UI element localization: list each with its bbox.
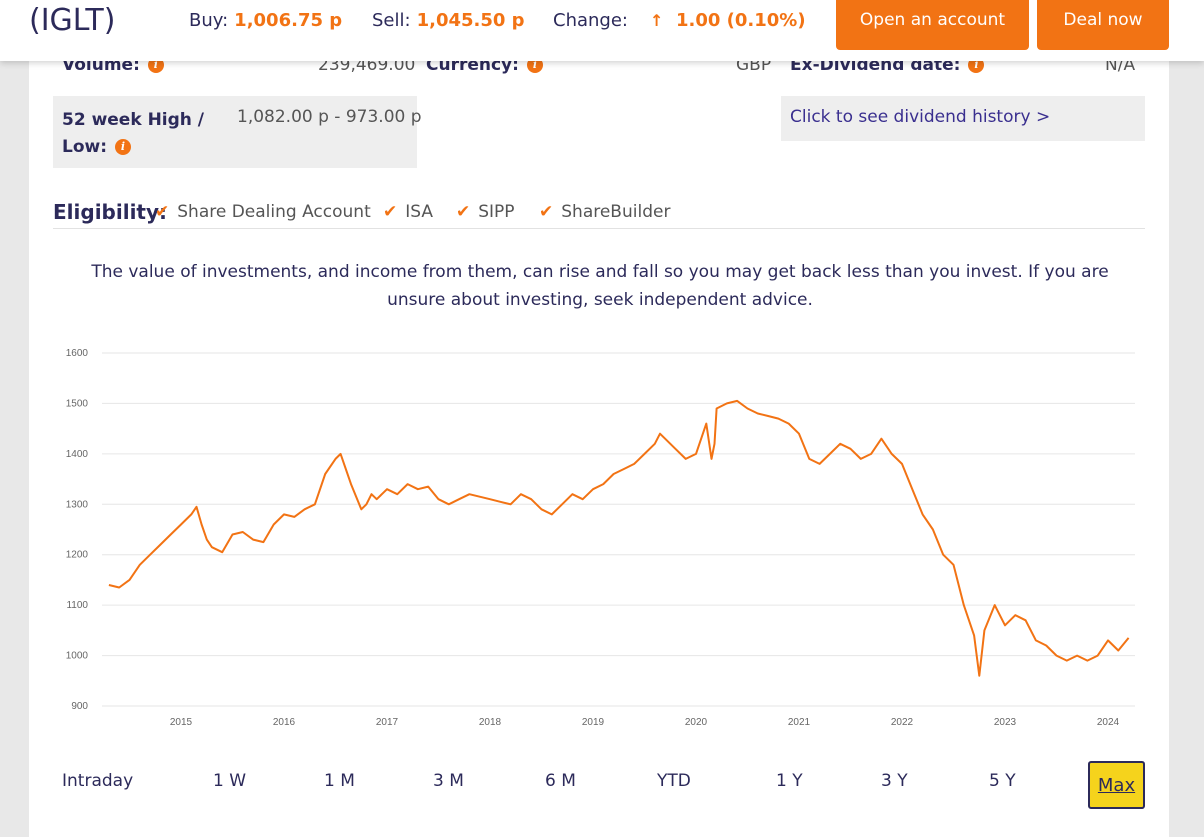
y-tick-label: 1500 bbox=[66, 398, 89, 409]
change: Change: ↑ 1.00 (0.10%) bbox=[553, 10, 806, 31]
x-tick-label: 2022 bbox=[891, 717, 914, 728]
y-tick-label: 1100 bbox=[66, 600, 88, 611]
buy-price: Buy: 1,006.75 p bbox=[189, 10, 342, 31]
check-icon: ✔ bbox=[456, 202, 471, 222]
y-tick-label: 1600 bbox=[66, 348, 89, 359]
change-value: 1.00 (0.10%) bbox=[675, 10, 806, 31]
range-3m[interactable]: 3 M bbox=[433, 771, 464, 791]
range-6m[interactable]: 6 M bbox=[545, 771, 576, 791]
x-tick-label: 2020 bbox=[685, 717, 708, 728]
arrow-up-icon: ↑ bbox=[649, 11, 664, 30]
range-max[interactable]: Max bbox=[1088, 761, 1145, 809]
info-icon[interactable]: i bbox=[526, 57, 543, 73]
check-icon: ✔ bbox=[539, 202, 554, 222]
eligibility-item: ✔ ShareBuilder bbox=[539, 202, 670, 222]
sell-label: Sell: bbox=[372, 10, 411, 31]
week52-label: 52 week High / Low: i bbox=[62, 107, 204, 161]
eligibility-text: Share Dealing Account bbox=[177, 202, 371, 222]
dividend-history-link[interactable]: Click to see dividend history > bbox=[790, 107, 1051, 127]
week52-box bbox=[53, 96, 417, 168]
x-tick-label: 2019 bbox=[582, 717, 605, 728]
range-intraday[interactable]: Intraday bbox=[62, 771, 134, 791]
x-tick-label: 2024 bbox=[1097, 717, 1120, 728]
divider bbox=[53, 228, 1145, 229]
week52-value: 1,082.00 p - 973.00 p bbox=[237, 107, 422, 127]
range-ytd[interactable]: YTD bbox=[657, 771, 691, 791]
x-tick-label: 2023 bbox=[994, 717, 1017, 728]
deal-now-button[interactable]: Deal now bbox=[1037, 0, 1169, 50]
x-tick-label: 2018 bbox=[479, 717, 502, 728]
price-bar: (IGLT) Buy: 1,006.75 p Sell: 1,045.50 p Ch… bbox=[0, 0, 1204, 61]
x-tick-label: 2015 bbox=[170, 717, 193, 728]
buy-value: 1,006.75 p bbox=[234, 10, 343, 31]
open-account-button[interactable]: Open an account bbox=[836, 0, 1029, 50]
sell-value: 1,045.50 p bbox=[416, 10, 525, 31]
y-tick-label: 1000 bbox=[66, 651, 89, 662]
range-1y[interactable]: 1 Y bbox=[776, 771, 803, 791]
range-1w[interactable]: 1 W bbox=[213, 771, 247, 791]
eligibility-label: Eligibility: bbox=[53, 200, 168, 224]
info-icon[interactable]: i bbox=[147, 57, 164, 73]
check-icon: ✔ bbox=[155, 202, 170, 222]
eligibility-item: ✔ SIPP bbox=[456, 202, 515, 222]
risk-disclaimer: The value of investments, and income fro… bbox=[91, 262, 1109, 310]
x-tick-label: 2016 bbox=[273, 717, 296, 728]
range-1m[interactable]: 1 M bbox=[324, 771, 355, 791]
x-tick-label: 2017 bbox=[376, 717, 399, 728]
price-series-line bbox=[108, 399, 1130, 677]
check-icon: ✔ bbox=[383, 202, 398, 222]
y-tick-label: 900 bbox=[71, 701, 88, 712]
eligibility-text: ShareBuilder bbox=[561, 202, 671, 222]
info-icon[interactable]: i bbox=[115, 139, 132, 155]
week52-label-line1: 52 week High / bbox=[62, 110, 205, 130]
eligibility-text: ISA bbox=[405, 202, 433, 222]
range-3y[interactable]: 3 Y bbox=[881, 771, 908, 791]
eligibility-item: ✔ ISA bbox=[383, 202, 433, 222]
price-chart[interactable]: 900 1000 1100 1200 1300 1400 1500 1600 2015 2016 2… bbox=[50, 335, 1150, 735]
sell-price: Sell: 1,045.50 p bbox=[372, 10, 525, 31]
buy-label: Buy: bbox=[189, 10, 229, 31]
info-icon[interactable]: i bbox=[968, 57, 985, 73]
y-tick-label: 1200 bbox=[66, 550, 89, 561]
change-label: Change: bbox=[553, 10, 628, 31]
x-tick-label: 2021 bbox=[788, 717, 811, 728]
y-tick-label: 1300 bbox=[66, 499, 89, 510]
dividend-box bbox=[781, 96, 1145, 141]
week52-label-line2: Low: bbox=[62, 137, 108, 157]
y-tick-label: 1400 bbox=[66, 449, 89, 460]
range-5y[interactable]: 5 Y bbox=[989, 771, 1016, 791]
eligibility-item: ✔ Share Dealing Account bbox=[155, 202, 371, 222]
ticker-symbol: (IGLT) bbox=[29, 3, 116, 38]
eligibility-text: SIPP bbox=[478, 202, 515, 222]
